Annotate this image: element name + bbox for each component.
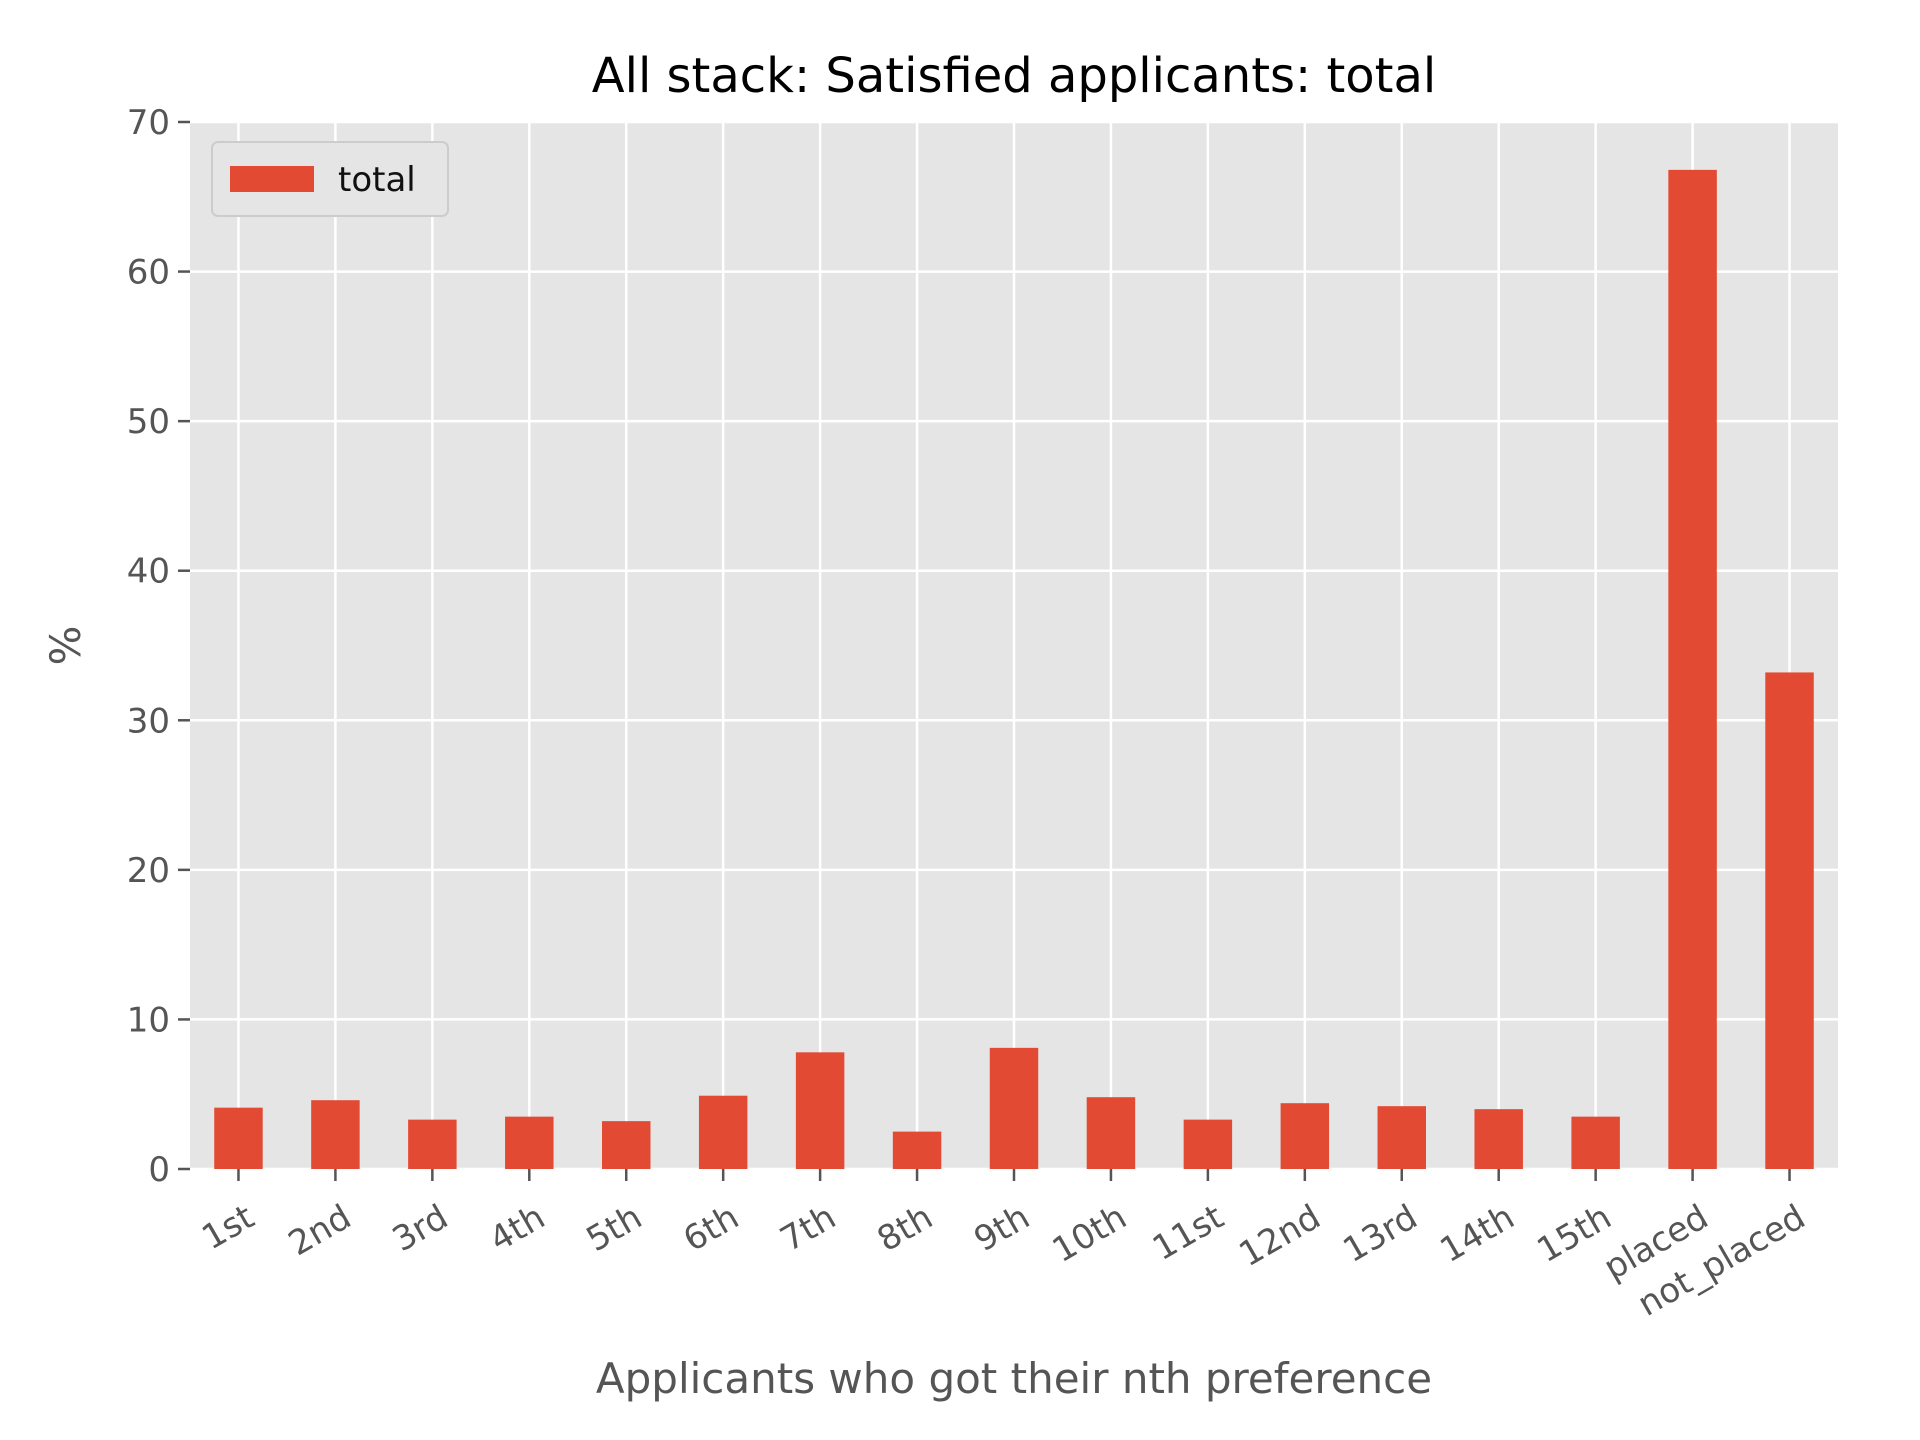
y-tick-label: 60	[127, 253, 170, 293]
x-axis-label: Applicants who got their nth preference	[596, 1354, 1432, 1403]
legend-box	[211, 141, 449, 217]
y-tick-label: 10	[127, 1000, 170, 1040]
bar-14th	[1474, 1109, 1523, 1169]
bar-8th	[892, 1131, 942, 1169]
bar-9th	[989, 1047, 1039, 1169]
y-tick-label: 40	[127, 552, 170, 592]
bar-11st	[1183, 1119, 1233, 1169]
x-tick-label: 7th	[774, 1197, 843, 1260]
x-tick-label: 2nd	[282, 1197, 358, 1264]
y-tick-label: 70	[127, 103, 170, 143]
x-tick-label: 8th	[871, 1197, 940, 1260]
legend-swatch	[230, 166, 314, 192]
bar-not_placed	[1765, 672, 1814, 1169]
x-axis-ticks: 1st 2nd 3rd 4th 5th 6th 7th 8th 9th 10th 11st 12nd 1…	[195, 1169, 1812, 1325]
bar-6th	[698, 1095, 748, 1169]
y-tick-label: 20	[127, 851, 170, 891]
bars	[214, 169, 1814, 1169]
bar-7th	[795, 1052, 845, 1169]
y-tick-label: 30	[127, 701, 170, 741]
bar-3rd	[408, 1119, 457, 1169]
x-tick-label: 10th	[1046, 1197, 1134, 1271]
y-axis-ticks: 0 10 20 30 40 50 60 70	[127, 103, 190, 1190]
bar-placed	[1668, 169, 1717, 1169]
bar-12nd	[1280, 1103, 1330, 1169]
bar-2nd	[311, 1100, 360, 1169]
chart-title: All stack: Satisfied applicants: total	[592, 48, 1436, 104]
x-tick-label: 1st	[195, 1197, 261, 1258]
y-tick-label: 0	[148, 1150, 170, 1190]
legend: total	[211, 141, 449, 217]
x-tick-label: 6th	[677, 1197, 746, 1260]
x-tick-label: 4th	[483, 1197, 552, 1260]
x-tick-label: 14th	[1434, 1197, 1522, 1271]
x-tick-label: 3rd	[386, 1197, 455, 1260]
y-axis-label: %	[41, 626, 90, 666]
x-tick-label: 13rd	[1337, 1197, 1425, 1271]
x-tick-label: 11st	[1146, 1197, 1230, 1269]
bar-13rd	[1377, 1106, 1426, 1169]
bar-5th	[602, 1121, 651, 1169]
bar-10th	[1086, 1097, 1136, 1169]
x-tick-label: 5th	[580, 1197, 649, 1260]
bar-15th	[1571, 1116, 1620, 1169]
bar-1st	[214, 1107, 263, 1169]
bar-4th	[505, 1116, 554, 1169]
x-tick-label: 12nd	[1232, 1197, 1327, 1275]
legend-label: total	[338, 160, 416, 200]
y-tick-label: 50	[127, 402, 170, 442]
grid-lines	[190, 120, 1838, 1171]
x-tick-label: 9th	[968, 1197, 1037, 1260]
